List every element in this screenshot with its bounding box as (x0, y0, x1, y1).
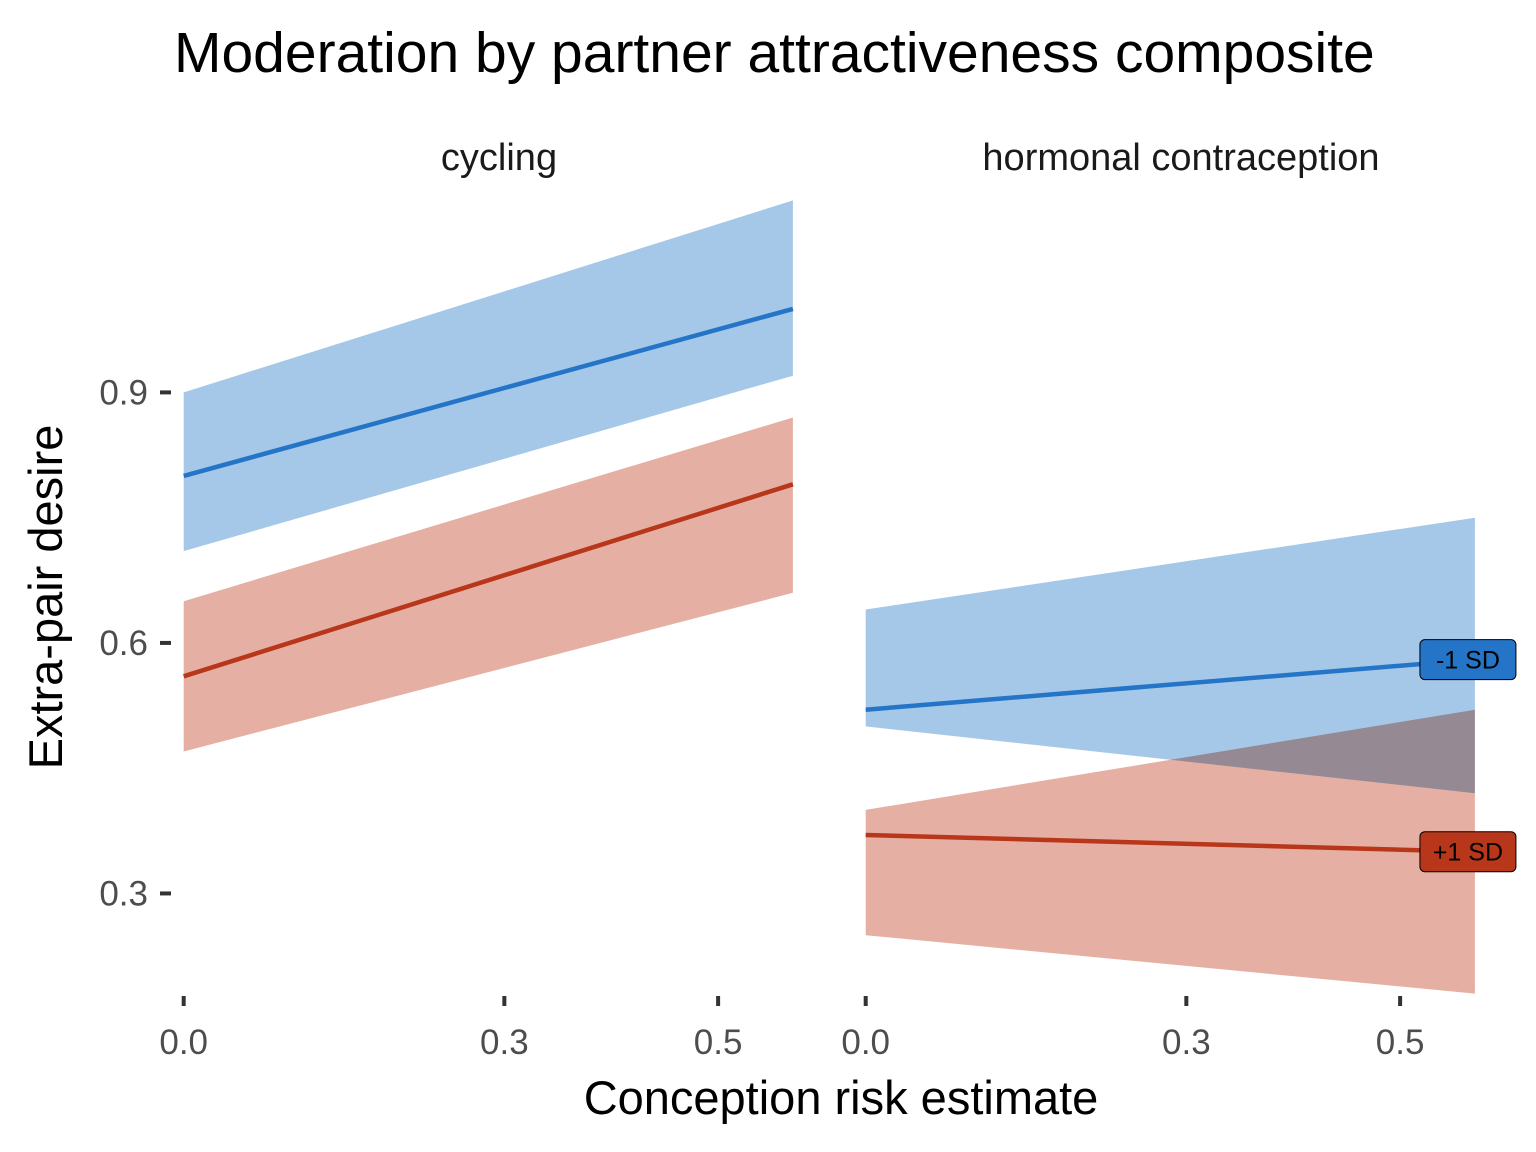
y-tick-label: 0.6 (99, 624, 148, 663)
line-label-tag: +1 SD (1419, 831, 1517, 873)
series-line (865, 832, 1475, 854)
y-tick-label: 0.3 (99, 874, 148, 913)
line-labels: -1 SD +1 SD (1419, 639, 1517, 873)
confidence-band (865, 517, 1475, 794)
x-axis: 0.0 0.3 0.5 (159, 996, 742, 1062)
series-line (865, 657, 1476, 712)
confidence-band (183, 417, 793, 752)
x-tick-label: 0.0 (159, 1023, 208, 1062)
series-line (183, 306, 794, 479)
series-line (183, 482, 794, 679)
line-label-text: +1 SD (1433, 839, 1503, 867)
line-label-box (1419, 639, 1517, 681)
x-tick-label: 0.5 (694, 1023, 743, 1062)
confidence-band (183, 200, 793, 552)
y-axis-title: Extra-pair desire (19, 425, 72, 770)
line-label-text: -1 SD (1436, 647, 1500, 675)
confidence-band (865, 709, 1475, 994)
chart-title: Moderation by partner attractiveness com… (174, 21, 1375, 85)
x-tick-label: 0.5 (1376, 1023, 1425, 1062)
x-axis-title: Conception risk estimate (584, 1071, 1099, 1124)
panel-2: hormonal contraception 0.0 0.3 0.5 (841, 137, 1476, 1062)
x-axis: 0.0 0.3 0.5 (841, 996, 1424, 1062)
x-tick-label: 0.3 (480, 1023, 529, 1062)
facet-label: hormonal contraception (982, 137, 1379, 179)
y-axis: 0.3 0.6 0.9 (99, 373, 171, 913)
line-label-tag: -1 SD (1419, 639, 1517, 681)
line-label-box (1419, 831, 1517, 873)
x-tick-label: 0.0 (841, 1023, 890, 1062)
x-tick-label: 0.3 (1162, 1023, 1211, 1062)
panel-1: cycling 0.0 0.3 0.5 (159, 137, 794, 1062)
facet-label: cycling (441, 137, 557, 179)
y-tick-label: 0.9 (99, 373, 148, 412)
plot-panels: cycling 0.0 0.3 0.5 hormonal contraception 0.… (159, 137, 1476, 1062)
